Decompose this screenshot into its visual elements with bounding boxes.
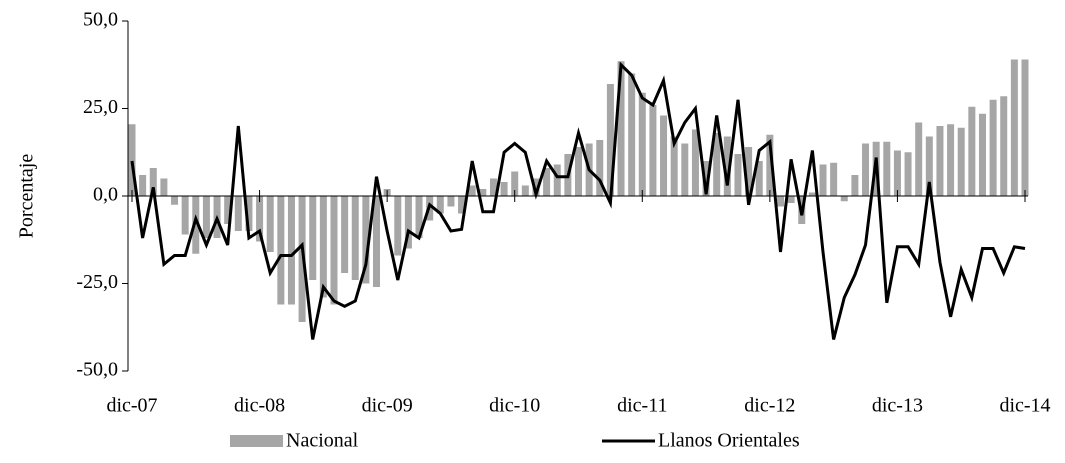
bar <box>681 143 689 196</box>
bar <box>851 175 859 196</box>
bar <box>808 192 816 196</box>
bar <box>553 164 561 196</box>
bar <box>404 196 412 249</box>
bar <box>670 136 678 196</box>
x-tick-label: dic-10 <box>489 395 540 417</box>
bar <box>925 136 933 196</box>
x-tick-label: dic-12 <box>744 395 795 417</box>
bar <box>500 182 508 196</box>
bar <box>234 196 242 231</box>
y-tick-label: -50,0 <box>76 359 118 381</box>
bar <box>989 99 997 196</box>
bar <box>171 196 179 205</box>
bar <box>957 127 965 196</box>
y-axis-label: Porcentaje <box>16 154 38 239</box>
legend-swatch <box>230 435 283 447</box>
bar <box>458 196 466 214</box>
bar <box>660 115 668 196</box>
bar <box>128 124 136 196</box>
bar <box>638 92 646 196</box>
bar <box>479 189 487 196</box>
bar <box>277 196 285 305</box>
x-tick-label: dic-14 <box>999 395 1050 417</box>
x-tick-label: dic-08 <box>234 395 285 417</box>
bar <box>224 196 232 224</box>
bar <box>415 196 423 238</box>
bar <box>256 196 264 242</box>
bar <box>628 73 636 196</box>
bar <box>617 61 625 196</box>
bar <box>1000 96 1008 196</box>
bar <box>341 196 349 273</box>
bar <box>787 196 795 203</box>
bar <box>160 178 168 196</box>
bar <box>489 178 497 196</box>
bar <box>830 162 838 196</box>
bar <box>978 113 986 196</box>
bar <box>139 175 147 196</box>
bar <box>362 196 370 284</box>
y-tick-label: 25,0 <box>83 96 118 118</box>
bar <box>776 196 784 207</box>
bar <box>309 196 317 280</box>
bar <box>904 152 912 196</box>
bar <box>468 185 476 196</box>
x-tick-label: dic-07 <box>106 395 157 417</box>
bar <box>723 136 731 196</box>
bar <box>702 161 710 196</box>
line <box>130 61 1026 340</box>
bar <box>149 168 157 196</box>
bar <box>606 84 614 196</box>
x-tick-label: dic-13 <box>872 395 923 417</box>
bar <box>298 196 306 322</box>
bar <box>936 126 944 196</box>
legend-label: Llanos Orientales <box>658 430 800 452</box>
bar <box>819 164 827 196</box>
bar <box>734 154 742 196</box>
bar <box>947 124 955 196</box>
bar <box>893 150 901 196</box>
bar <box>192 196 200 254</box>
bar <box>394 196 402 256</box>
bar <box>330 196 338 305</box>
bar <box>755 161 763 196</box>
bar <box>447 196 455 207</box>
bar <box>521 185 529 196</box>
bar <box>745 147 753 196</box>
bar <box>1010 59 1018 196</box>
bar <box>575 147 582 196</box>
bar <box>968 106 976 196</box>
bar <box>532 178 540 196</box>
y-tick-label: -25,0 <box>76 271 118 293</box>
bar <box>373 196 381 287</box>
bar <box>319 196 327 298</box>
bar <box>596 140 604 196</box>
bar <box>266 196 274 252</box>
bar <box>862 143 870 196</box>
bar <box>543 168 551 196</box>
legend-label: Nacional <box>286 430 359 452</box>
bar <box>915 122 923 196</box>
bar <box>287 196 295 305</box>
bar <box>649 105 657 196</box>
x-tick-label: dic-09 <box>362 395 413 417</box>
bar <box>713 133 721 196</box>
x-tick-label: dic-11 <box>617 395 667 417</box>
bar <box>883 141 891 196</box>
bar <box>202 196 210 238</box>
bar <box>511 171 519 196</box>
bar <box>436 196 444 214</box>
bar <box>351 196 359 280</box>
bar <box>691 129 699 196</box>
bar <box>840 196 848 202</box>
bar <box>766 134 774 196</box>
bar <box>1021 59 1029 196</box>
y-tick-label: 50,0 <box>83 9 118 31</box>
bar <box>181 196 189 235</box>
bar <box>245 196 253 231</box>
y-tick-label: 0,0 <box>93 184 118 206</box>
